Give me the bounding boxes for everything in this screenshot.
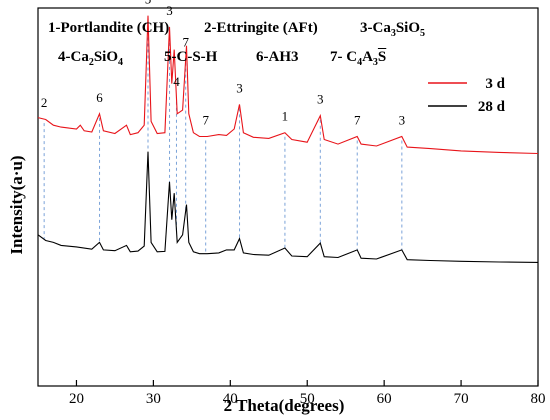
x-axis-label: 2 Theta(degrees) bbox=[224, 396, 345, 415]
peak-guide-lines bbox=[43, 19, 403, 254]
phase-key-1: 1-Portlandite (CH) bbox=[48, 20, 170, 36]
peak-label: 3 bbox=[166, 3, 173, 18]
x-tick-label: 50 bbox=[300, 391, 315, 407]
phase-key-7: 7- C4A3S bbox=[330, 49, 387, 68]
peak-label: 6 bbox=[96, 90, 103, 105]
x-tick-label: 20 bbox=[69, 391, 84, 407]
peak-label: 3 bbox=[399, 113, 406, 128]
x-ticks: 20 30 40 50 60 70 80 bbox=[69, 380, 546, 407]
legend: 3 d 28 d bbox=[428, 76, 506, 115]
peak-label: 3 bbox=[317, 92, 324, 107]
legend-label: 3 d bbox=[485, 76, 505, 92]
phase-key-3: 3-Ca3SiO5 bbox=[360, 20, 426, 39]
series-line-3d bbox=[37, 15, 539, 155]
y-axis-label: Intensity(a·u) bbox=[7, 155, 26, 254]
x-tick-label: 40 bbox=[223, 391, 238, 407]
phase-key-6: 6-AH3 bbox=[256, 49, 299, 65]
peak-label: 7 bbox=[202, 113, 209, 128]
peak-labels: 2 6 5 3 4 7 7 3 1 3 7 3 bbox=[41, 0, 405, 128]
phase-key-4: 4-Ca2SiO4 bbox=[58, 49, 124, 68]
peak-label: 7 bbox=[354, 113, 361, 128]
x-tick-label: 70 bbox=[454, 391, 469, 407]
peak-label: 2 bbox=[41, 95, 48, 110]
peak-label: 7 bbox=[182, 35, 189, 50]
peak-label: 3 bbox=[236, 80, 243, 95]
peak-label: 4 bbox=[173, 74, 180, 89]
peak-label: 5 bbox=[145, 0, 152, 7]
series-line-28d bbox=[37, 151, 539, 263]
x-tick-label: 80 bbox=[531, 391, 546, 407]
phase-key-5: 5-C-S-H bbox=[164, 49, 218, 65]
x-tick-label: 60 bbox=[377, 391, 392, 407]
phase-key-2: 2-Ettringite (AFt) bbox=[204, 20, 318, 36]
legend-label: 28 d bbox=[478, 99, 506, 115]
x-tick-label: 30 bbox=[146, 391, 161, 407]
plot-frame bbox=[37, 7, 539, 387]
series-layer bbox=[37, 15, 539, 263]
peak-label: 1 bbox=[282, 109, 289, 124]
